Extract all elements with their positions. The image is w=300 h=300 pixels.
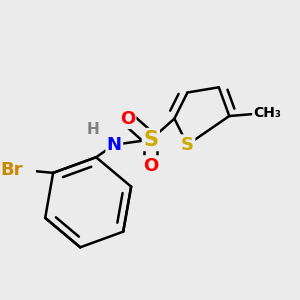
Text: S: S <box>143 130 158 149</box>
Text: H: H <box>87 122 100 136</box>
Text: O: O <box>120 110 135 128</box>
Text: N: N <box>107 136 122 154</box>
Text: S: S <box>181 136 194 154</box>
Text: CH₃: CH₃ <box>253 106 281 120</box>
Text: O: O <box>143 157 158 175</box>
Text: Br: Br <box>0 161 22 179</box>
